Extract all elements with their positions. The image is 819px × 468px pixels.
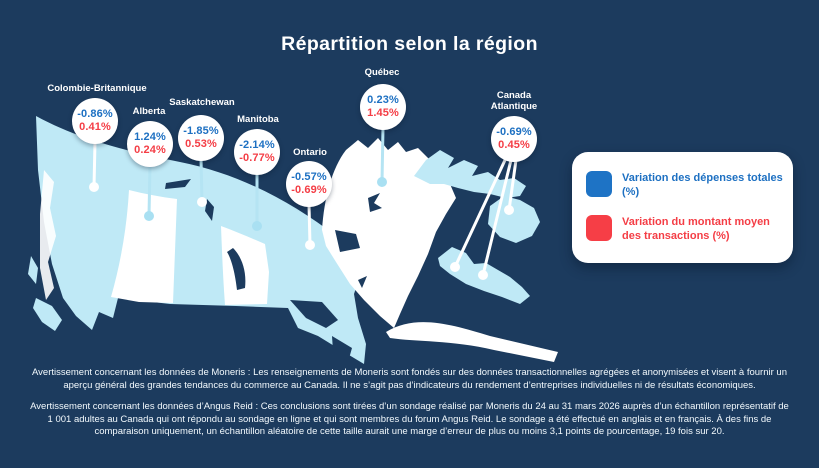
legend-item-transaction: Variation du montant moyen des transacti… (586, 215, 790, 243)
spending-value: -2.14% (239, 139, 275, 151)
spending-value: 1.24% (134, 131, 166, 143)
legend-label-transaction: Variation du montant moyen des transacti… (622, 216, 770, 242)
region-label: Québec (364, 67, 400, 78)
haida-gwaii-island (28, 256, 38, 284)
region-label: Manitoba (237, 114, 279, 125)
leader-lines (92, 126, 518, 277)
st-lawrence-south-shore (386, 322, 558, 362)
province-manitoba (221, 226, 269, 305)
region-labrador (414, 150, 526, 198)
island-newfoundland (488, 196, 540, 243)
legend-item-spending: Variation des dépenses totales (%) (586, 171, 790, 199)
legend-swatch-spending (586, 171, 612, 197)
vancouver-island (33, 298, 62, 331)
transaction-value: 0.45% (498, 139, 530, 151)
transaction-value: 1.45% (367, 107, 399, 119)
legend-swatch-transaction (586, 215, 612, 241)
transaction-value: 0.24% (134, 144, 166, 156)
legend-panel: Variation des dépenses totales (%) Varia… (572, 152, 793, 263)
spending-value: -0.69% (496, 126, 532, 138)
region-value-bubble: 0.23% 1.45% (360, 84, 406, 130)
region-value-bubble: -2.14% -0.77% (234, 129, 280, 175)
transaction-value: 0.41% (79, 121, 111, 133)
disclaimer-angus-reid: Avertissement concernant les données d’A… (30, 401, 789, 437)
region-label: Canada Atlantique (490, 90, 538, 112)
region-value-bubble: 1.24% 0.24% (127, 121, 173, 167)
province-quebec (322, 138, 456, 328)
bc-coast-detail (40, 170, 56, 300)
transaction-value: -0.77% (239, 152, 275, 164)
region-label: Saskatchewan (169, 97, 235, 108)
region-label: Colombie-Britannique (47, 83, 147, 94)
disclaimers: Avertissement concernant les données de … (0, 367, 819, 448)
region-label: Alberta (132, 106, 166, 117)
legend-label-spending: Variation des dépenses totales (%) (622, 172, 783, 198)
region-value-bubble: -0.57% -0.69% (286, 161, 332, 207)
region-value-bubble: -1.85% 0.53% (178, 115, 224, 161)
region-label: Ontario (293, 147, 327, 158)
province-alberta (111, 190, 177, 303)
spending-value: 0.23% (367, 94, 399, 106)
transaction-value: 0.53% (185, 138, 217, 150)
leader-dots (89, 177, 514, 280)
map-west-landmass (36, 116, 366, 364)
lakes (165, 179, 382, 362)
spending-value: -1.85% (183, 125, 219, 137)
disclaimer-moneris: Avertissement concernant les données de … (32, 367, 787, 391)
transaction-value: -0.69% (291, 184, 327, 196)
region-value-bubble: -0.69% 0.45% (491, 116, 537, 162)
region-value-bubble: -0.86% 0.41% (72, 98, 118, 144)
spending-value: -0.57% (291, 171, 327, 183)
spending-value: -0.86% (77, 108, 113, 120)
page-title: Répartition selon la région (281, 33, 538, 55)
